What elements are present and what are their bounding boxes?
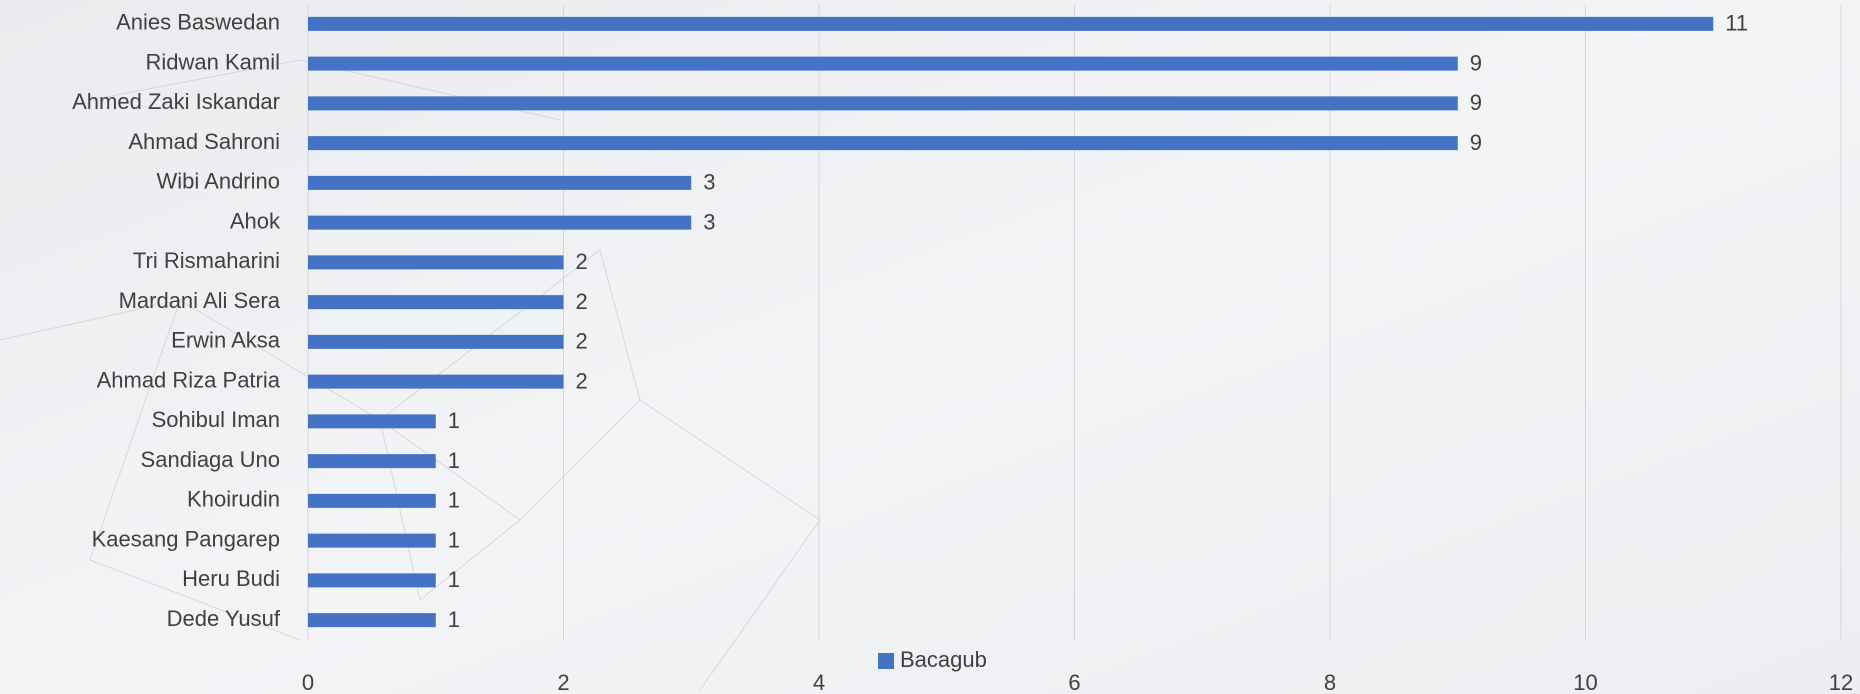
y-tick-label: Mardani Ali Sera	[119, 288, 281, 313]
bar	[308, 295, 564, 310]
bar	[308, 255, 564, 270]
bar	[308, 414, 436, 429]
data-label: 2	[576, 368, 588, 393]
network-decoration	[0, 59, 821, 691]
y-tick-label: Ridwan Kamil	[146, 49, 281, 74]
data-label: 11	[1725, 11, 1748, 36]
x-tick-label: 2	[557, 670, 569, 694]
y-tick-label: Anies Baswedan	[116, 10, 280, 35]
bar	[308, 215, 692, 230]
bar	[308, 136, 1458, 151]
y-tick-label: Ahmad Riza Patria	[97, 367, 281, 392]
data-label: 1	[448, 567, 460, 592]
bar	[308, 533, 436, 548]
x-tick-label: 10	[1573, 670, 1597, 694]
x-tick-label: 4	[813, 670, 825, 694]
y-tick-label: Ahmed Zaki Iskandar	[72, 89, 280, 114]
y-tick-label: Ahok	[230, 208, 281, 233]
bar	[308, 16, 1714, 31]
bar	[308, 56, 1458, 71]
bar	[308, 573, 436, 588]
data-label: 2	[576, 249, 588, 274]
bar	[308, 96, 1458, 111]
data-label: 3	[703, 209, 715, 234]
data-label: 2	[576, 289, 588, 314]
data-label: 9	[1470, 50, 1482, 75]
bar	[308, 374, 564, 389]
x-tick-label: 6	[1068, 670, 1080, 694]
y-tick-label: Wibi Andrino	[156, 169, 280, 194]
y-tick-label: Erwin Aksa	[171, 328, 281, 353]
x-tick-label: 8	[1324, 670, 1336, 694]
legend-swatch	[878, 653, 894, 669]
y-tick-label: Dede Yusuf	[167, 606, 281, 631]
data-label: 9	[1470, 90, 1482, 115]
legend-label: Bacagub	[900, 647, 987, 672]
bar	[308, 175, 692, 190]
bar	[308, 334, 564, 349]
y-tick-label: Sohibul Iman	[152, 407, 280, 432]
data-label: 1	[448, 607, 460, 632]
y-tick-label: Sandiaga Uno	[141, 447, 280, 472]
data-label: 1	[448, 448, 460, 473]
data-label: 2	[576, 329, 588, 354]
y-tick-label: Kaesang Pangarep	[92, 526, 280, 551]
y-tick-label: Ahmad Sahroni	[128, 129, 280, 154]
x-tick-label: 12	[1829, 670, 1853, 694]
bar	[308, 454, 436, 469]
x-tick-label: 0	[302, 670, 314, 694]
bar	[308, 493, 436, 508]
data-label: 1	[448, 488, 460, 513]
bar	[308, 613, 436, 628]
y-tick-label: Khoirudin	[187, 487, 280, 512]
y-tick-label: Heru Budi	[182, 566, 280, 591]
data-label: 1	[448, 527, 460, 552]
data-label: 9	[1470, 130, 1482, 155]
data-label: 1	[448, 408, 460, 433]
y-tick-label: Tri Rismaharini	[133, 248, 280, 273]
data-label: 3	[703, 170, 715, 195]
